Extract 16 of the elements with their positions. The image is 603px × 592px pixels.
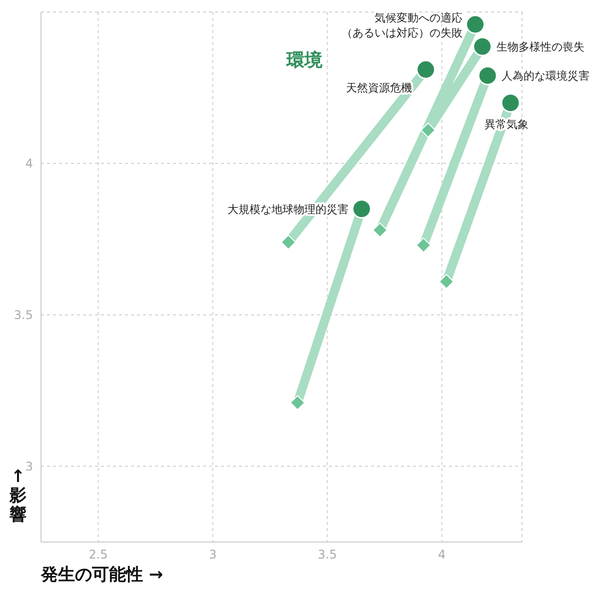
x-axis-title: 発生の可能性 → [40, 565, 164, 585]
x-tick-label: 4 [438, 548, 446, 562]
y-tick-label: 4 [25, 156, 33, 171]
x-tick-label: 3 [208, 548, 217, 562]
annotation: 天然資源危機 [346, 82, 412, 95]
annotation: 人為的な環境災害 [502, 70, 590, 83]
annotation: 異常気象 [484, 118, 529, 131]
y-tick-label: 3.5 [14, 308, 33, 322]
annotation: 大規模な地球物理的災害 [228, 202, 349, 216]
y-axis-title: ↑影響 [8, 467, 26, 525]
annotation: 気候変動への適応（あるいは対応）の失敗 [341, 11, 462, 40]
x-tick-label: 2.5 [88, 548, 108, 562]
text: 環境 [285, 50, 322, 71]
x-tick-label: 3.5 [318, 548, 337, 562]
annotation: 生物多様性の喪失 [496, 40, 584, 54]
y-tick-label: 3 [25, 460, 33, 474]
